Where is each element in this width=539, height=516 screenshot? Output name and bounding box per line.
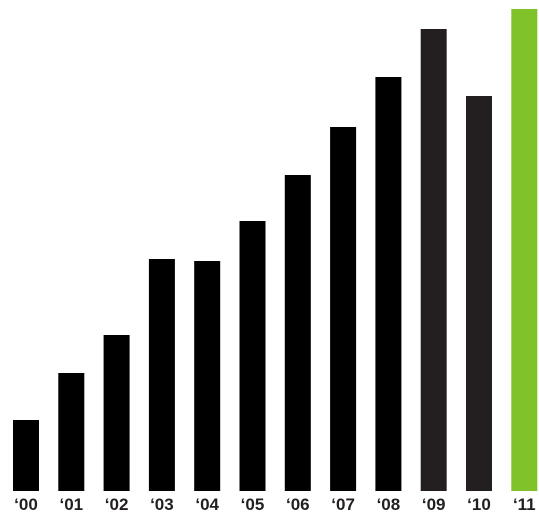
x-tick-label-10: ‘10 <box>467 495 491 514</box>
x-tick-label-2: ‘02 <box>105 495 129 514</box>
bar-6 <box>284 175 311 491</box>
x-tick-label-4: ‘04 <box>195 495 219 514</box>
x-tick-label-1: ‘01 <box>59 495 83 514</box>
x-tick-label-0: ‘00 <box>14 495 38 514</box>
bar-0 <box>13 420 39 491</box>
x-tick-label-11: ‘11 <box>513 495 536 514</box>
bar-9 <box>420 29 447 491</box>
bar-8 <box>375 77 402 491</box>
x-tick-label-9: ‘09 <box>422 495 446 514</box>
bar-2 <box>103 335 130 491</box>
bar-4 <box>194 261 221 491</box>
bars-group <box>13 9 538 491</box>
bar-7 <box>330 127 357 491</box>
bar-5 <box>239 221 266 491</box>
bar-1 <box>58 373 85 491</box>
x-tick-label-7: ‘07 <box>331 495 355 514</box>
bar-3 <box>148 259 175 491</box>
x-tick-label-8: ‘08 <box>377 495 401 514</box>
x-tick-label-3: ‘03 <box>150 495 174 514</box>
x-tick-label-6: ‘06 <box>286 495 310 514</box>
bar-10 <box>466 96 492 491</box>
bar-11 <box>511 9 538 491</box>
x-tick-label-5: ‘05 <box>241 495 265 514</box>
x-tick-labels: ‘00 ‘01 ‘02 ‘03 ‘04 ‘05 ‘06 ‘07 ‘08 ‘09 ‘10 ‘11 <box>14 495 535 514</box>
